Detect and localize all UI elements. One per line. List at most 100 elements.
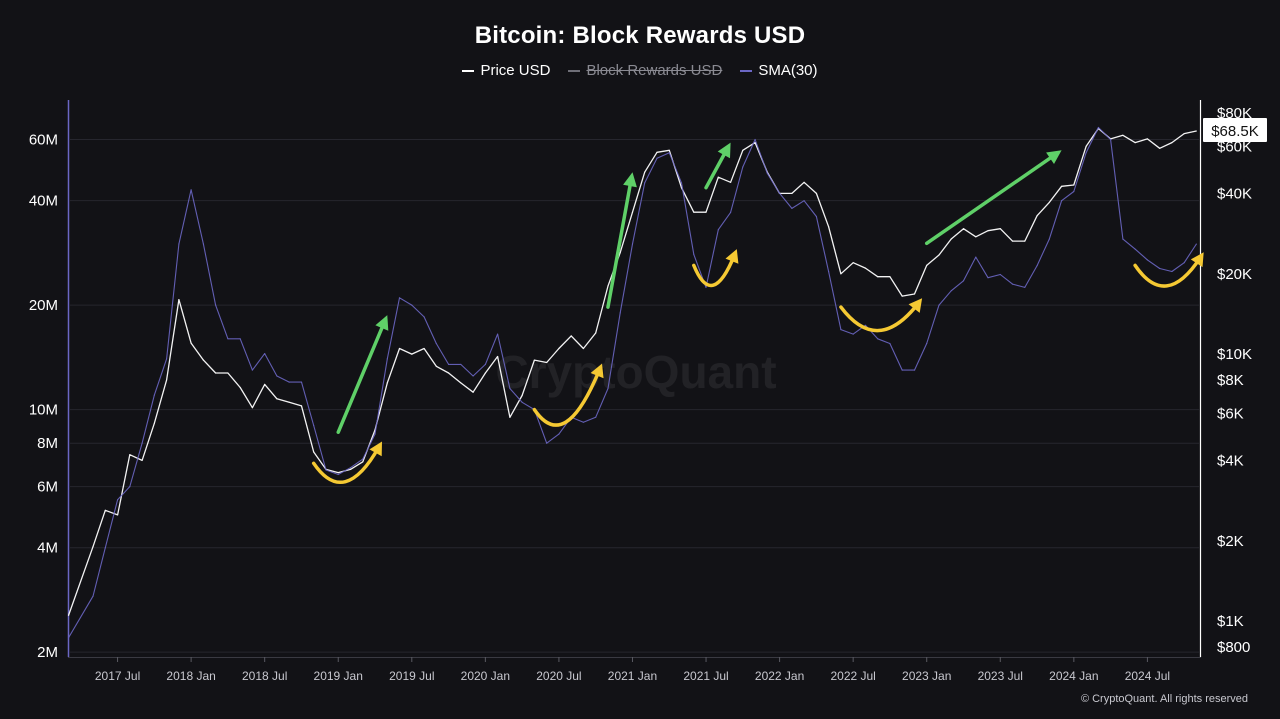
green-arrow-shaft	[924, 156, 1052, 246]
x-tick-label: 2019 Jul	[389, 669, 434, 683]
sma-point	[1048, 238, 1050, 240]
sma-point	[975, 256, 977, 258]
price-point	[631, 211, 634, 213]
sma-point	[680, 182, 683, 184]
series-line-sma30	[68, 126, 1197, 639]
sma-point	[497, 333, 499, 335]
y-left-tick-label: 20M	[29, 297, 58, 314]
price-point	[435, 365, 437, 367]
x-tick-label: 2024 Jul	[1125, 669, 1170, 683]
price-point	[386, 382, 388, 384]
sma-point	[546, 442, 548, 444]
yellow-arc	[1133, 255, 1203, 288]
sma-point	[117, 499, 119, 501]
price-point	[239, 386, 241, 389]
yellow-arc-head	[908, 298, 923, 313]
sma-point	[411, 304, 413, 306]
legend-item-block-rewards[interactable]: Block Rewards USD	[568, 62, 722, 79]
price-point	[337, 472, 339, 474]
price-point	[889, 276, 891, 278]
price-point	[1146, 138, 1148, 140]
price-point	[141, 459, 143, 461]
sma-point	[742, 166, 744, 168]
x-tick-label: 2021 Jul	[683, 669, 728, 683]
sma-point	[987, 277, 989, 279]
y-left-tick-label: 4M	[37, 540, 58, 557]
price-point	[92, 546, 94, 548]
sma-point	[950, 290, 952, 292]
price-point	[962, 228, 965, 230]
sma-point	[386, 358, 388, 360]
price-point	[129, 454, 131, 456]
price-point	[1073, 184, 1075, 186]
sma-point	[754, 138, 756, 141]
sma-point	[1085, 152, 1087, 154]
green-arrow-shaft	[606, 184, 632, 309]
price-point	[619, 252, 621, 254]
price-point	[484, 372, 486, 374]
y-right-tick-label: $1K	[1217, 613, 1244, 630]
price-point	[276, 398, 278, 400]
price-point	[730, 181, 732, 183]
price-point	[1036, 215, 1038, 217]
price-point	[190, 342, 192, 344]
sma-point	[668, 152, 670, 154]
price-point	[717, 176, 719, 178]
x-tick-label: 2023 Jul	[978, 669, 1023, 683]
x-tick-label: 2023 Jan	[902, 669, 951, 683]
price-point	[264, 383, 266, 385]
sma-point	[644, 182, 646, 184]
yellow-arc	[311, 444, 381, 484]
x-tick-label: 2020 Jul	[536, 669, 581, 683]
sma-point	[693, 253, 695, 255]
price-point	[509, 416, 511, 418]
price-point	[926, 264, 928, 266]
price-point	[1048, 201, 1050, 203]
sma-point	[730, 211, 732, 213]
price-point	[742, 149, 744, 151]
price-point	[1011, 240, 1014, 242]
sma-point	[1159, 267, 1161, 270]
sma-point	[913, 369, 916, 371]
sma-point	[1097, 126, 1099, 129]
green-arrow-shaft	[704, 153, 726, 190]
y-left-tick-label: 2M	[37, 644, 58, 661]
sma-point	[67, 637, 70, 639]
legend-item-price[interactable]: Price USD	[462, 62, 550, 79]
x-tick-label: 2020 Jan	[461, 669, 510, 683]
sma-point	[153, 394, 155, 396]
grid-lines	[70, 139, 1199, 653]
sma-point	[325, 469, 327, 471]
sma-point	[1073, 190, 1075, 193]
price-point	[288, 401, 290, 403]
price-point	[607, 285, 609, 287]
price-point	[815, 192, 818, 194]
price-point	[950, 238, 952, 240]
green-arrow-shaft	[336, 326, 384, 434]
legend-swatch-block-rewards	[568, 69, 581, 72]
legend-item-sma[interactable]: SMA(30)	[740, 62, 818, 79]
sma-point	[1036, 265, 1038, 267]
price-point	[1061, 185, 1063, 187]
price-point	[423, 347, 425, 350]
sma-point	[962, 280, 965, 282]
sma-point	[852, 333, 854, 335]
sma-point	[803, 200, 805, 202]
price-point	[987, 230, 989, 232]
yellow-arc	[692, 252, 737, 288]
sma-point	[656, 157, 658, 159]
series-lines	[67, 126, 1197, 639]
price-point	[913, 293, 916, 295]
price-point	[570, 335, 572, 337]
sma-point	[889, 342, 891, 345]
price-point	[999, 228, 1001, 230]
y-right-tick-label: $8K	[1217, 372, 1244, 389]
price-point	[668, 149, 670, 151]
sma-point	[1183, 262, 1185, 264]
sma-point	[521, 401, 523, 403]
sma-point	[166, 358, 168, 360]
price-point	[1159, 147, 1161, 149]
price-point	[582, 347, 585, 350]
series-line-price-usd	[67, 127, 1197, 616]
legend-swatch-price	[462, 69, 475, 72]
